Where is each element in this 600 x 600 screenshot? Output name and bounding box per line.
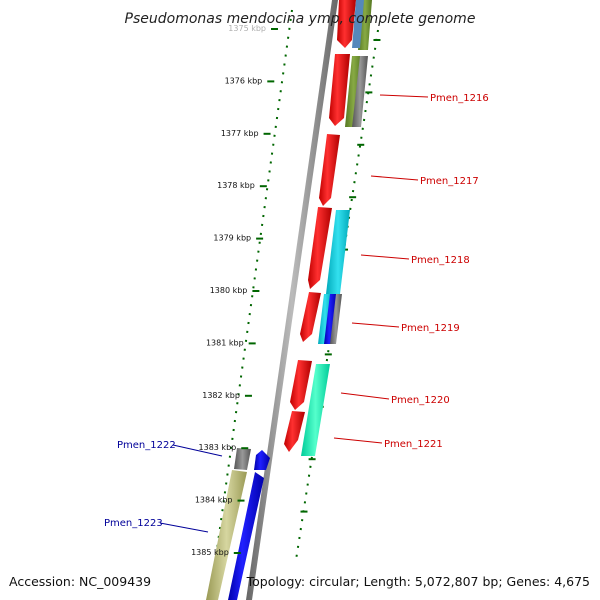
backbone-strand — [246, 0, 338, 600]
scale-tick-label: 1384 kbp — [195, 496, 233, 505]
gene-block-green-1216[interactable] — [345, 56, 362, 127]
scale-tick-label: 1385 kbp — [191, 548, 229, 557]
gene-label-pmen-1223[interactable]: Pmen_1223 — [104, 518, 163, 529]
gene-block-cyan-1218[interactable] — [326, 210, 350, 294]
scale-tick-label: 1379 kbp — [213, 234, 251, 243]
cds-red-1221[interactable] — [284, 411, 305, 452]
gene-label-connector — [360, 254, 410, 260]
gene-label-pmen-1219[interactable]: Pmen_1219 — [401, 323, 460, 334]
gene-label-connector — [351, 322, 400, 328]
cds-blue-2[interactable] — [254, 450, 270, 470]
gene-block-pmen-1223[interactable] — [206, 470, 247, 600]
cds-red-1216b[interactable] — [329, 54, 350, 126]
gene-label-connector — [379, 94, 429, 98]
gene-block-pmen-1222-gray[interactable] — [234, 448, 251, 470]
scale-tick-label: 1383 kbp — [199, 443, 237, 452]
gene-block-mint-1220[interactable] — [301, 364, 330, 456]
topology-text: Topology: circular; Length: 5,072,807 bp… — [246, 574, 590, 589]
gene-label-pmen-1220[interactable]: Pmen_1220 — [391, 395, 450, 406]
scale-tick-label: 1378 kbp — [217, 181, 255, 190]
cds-red-1219[interactable] — [300, 292, 321, 342]
map-title: Pseudomonas mendocina ymp, complete geno… — [125, 11, 476, 27]
accession-text: Accession: NC_009439 — [9, 574, 151, 589]
cds-red-1220[interactable] — [290, 360, 312, 410]
scale-tick-label: 1376 kbp — [225, 76, 263, 85]
gene-label-pmen-1216[interactable]: Pmen_1216 — [430, 93, 489, 104]
gene-block-gray-1216[interactable] — [352, 56, 368, 127]
gene-label-pmen-1222[interactable]: Pmen_1222 — [117, 440, 176, 451]
gene-label-pmen-1221[interactable]: Pmen_1221 — [384, 439, 443, 450]
cds-red-1217[interactable] — [319, 134, 340, 206]
scale-tick-label: 1382 kbp — [202, 391, 240, 400]
gene-label-connector — [370, 175, 419, 181]
gene-label-pmen-1218[interactable]: Pmen_1218 — [411, 255, 470, 266]
scale-tick-label: 1377 kbp — [221, 129, 259, 138]
scale-tick-label: 1381 kbp — [206, 338, 244, 347]
gene-label-pmen-1217[interactable]: Pmen_1217 — [420, 176, 479, 187]
gene-label-connector — [340, 392, 390, 400]
cds-red-1218[interactable] — [308, 207, 332, 289]
cds-red-1216a[interactable] — [337, 0, 356, 48]
cds-blue-1[interactable] — [228, 472, 264, 600]
gene-label-connector — [333, 437, 383, 444]
scale-tick-label: 1380 kbp — [210, 286, 248, 295]
gene-label-connector — [172, 444, 223, 457]
gene-block-top-steel[interactable] — [352, 0, 364, 48]
gene-block-gray-1219[interactable] — [330, 294, 342, 344]
tick-track-line — [209, 9, 293, 600]
gene-block-blue-1219[interactable] — [324, 294, 337, 344]
gene-label-connector — [159, 522, 209, 533]
scale-tick-label: 1375 kbp — [228, 24, 266, 33]
